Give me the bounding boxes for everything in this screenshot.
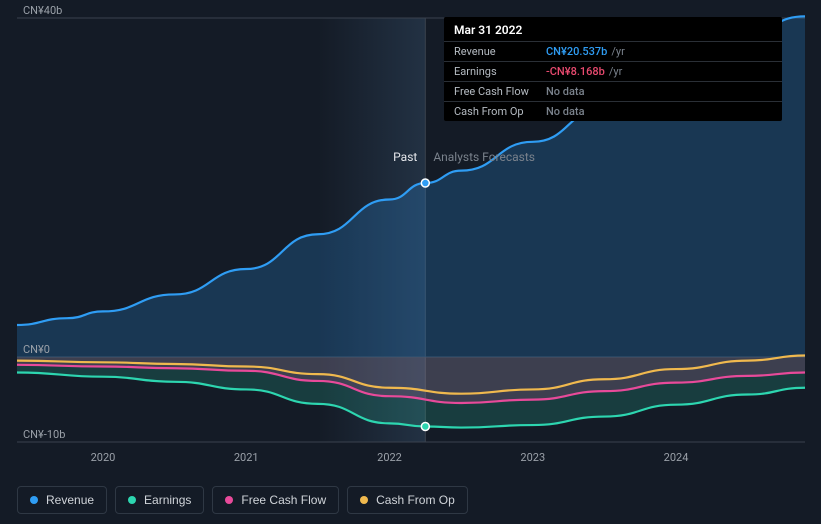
tooltip-suffix: /yr (609, 65, 622, 78)
tooltip-metric-label: Free Cash Flow (454, 85, 546, 98)
tooltip-row: Cash From OpNo data (444, 102, 782, 121)
y-axis-label: CN¥-10b (23, 428, 65, 441)
x-axis-label: 2023 (520, 451, 545, 464)
y-axis-label: CN¥40b (23, 4, 62, 17)
tooltip-row: Free Cash FlowNo data (444, 82, 782, 102)
legend: Revenue Earnings Free Cash Flow Cash From O… (17, 486, 468, 514)
tooltip-date: Mar 31 2022 (444, 17, 782, 42)
legend-dot (128, 496, 136, 504)
legend-label: Cash From Op (376, 493, 455, 507)
x-axis-label: 2020 (91, 451, 116, 464)
tooltip-metric-value: No data (546, 85, 585, 98)
legend-item-fcf[interactable]: Free Cash Flow (212, 486, 339, 514)
legend-dot (360, 496, 368, 504)
tooltip-metric-value: -CN¥8.168b (546, 65, 605, 78)
past-label: Past (393, 150, 417, 164)
tooltip-row: RevenueCN¥20.537b/yr (444, 42, 782, 62)
tooltip-metric-label: Cash From Op (454, 105, 546, 118)
legend-dot (225, 496, 233, 504)
legend-dot (30, 496, 38, 504)
x-axis-label: 2024 (664, 451, 689, 464)
legend-label: Earnings (144, 493, 191, 507)
tooltip-row: Earnings-CN¥8.168b/yr (444, 62, 782, 82)
legend-item-revenue[interactable]: Revenue (17, 486, 107, 514)
x-axis-label: 2021 (234, 451, 259, 464)
tooltip-metric-value: No data (546, 105, 585, 118)
tooltip: Mar 31 2022 RevenueCN¥20.537b/yrEarnings… (444, 17, 782, 121)
legend-label: Revenue (46, 493, 94, 507)
legend-item-cfo[interactable]: Cash From Op (347, 486, 468, 514)
y-axis-label: CN¥0 (23, 343, 50, 356)
tooltip-metric-label: Earnings (454, 65, 546, 78)
legend-item-earnings[interactable]: Earnings (115, 486, 204, 514)
forecast-label: Analysts Forecasts (433, 150, 535, 164)
x-axis-label: 2022 (377, 451, 402, 464)
tooltip-metric-value: CN¥20.537b (546, 45, 607, 58)
tooltip-metric-label: Revenue (454, 45, 546, 58)
legend-label: Free Cash Flow (241, 493, 326, 507)
tooltip-suffix: /yr (611, 45, 624, 58)
